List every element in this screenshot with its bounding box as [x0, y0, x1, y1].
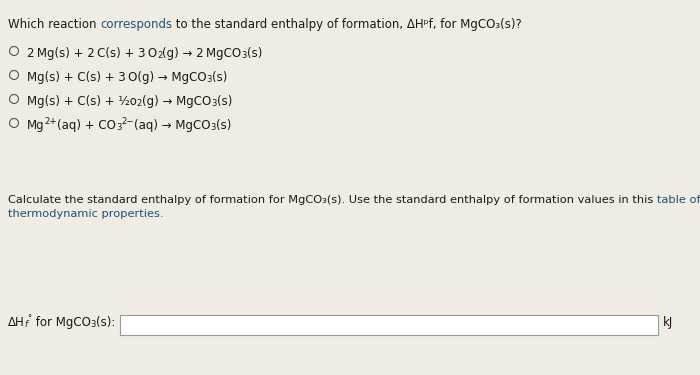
- Text: for MgCO: for MgCO: [32, 316, 91, 329]
- Text: kJ: kJ: [663, 316, 673, 329]
- Text: 3: 3: [206, 75, 212, 84]
- Text: 3: 3: [116, 123, 122, 132]
- Text: Mg(s) + C(s) + 3 O(g) → MgCO: Mg(s) + C(s) + 3 O(g) → MgCO: [27, 71, 207, 84]
- Text: (s):: (s):: [96, 316, 116, 329]
- Text: 3: 3: [91, 320, 96, 329]
- Text: thermodynamic properties.: thermodynamic properties.: [8, 209, 164, 219]
- Text: 3: 3: [211, 123, 216, 132]
- Text: 3: 3: [211, 99, 217, 108]
- Text: (s): (s): [212, 71, 228, 84]
- Text: 2: 2: [157, 51, 162, 60]
- Text: to the standard enthalpy of formation, ΔHᵖf, for MgCO₃(s)?: to the standard enthalpy of formation, Δ…: [172, 18, 522, 31]
- Text: Mg(s) + C(s) + ½o: Mg(s) + C(s) + ½o: [27, 95, 137, 108]
- Text: 3: 3: [241, 51, 247, 60]
- Text: (g) → 2 MgCO: (g) → 2 MgCO: [162, 47, 242, 60]
- Text: (aq) + CO: (aq) + CO: [57, 119, 116, 132]
- Text: table of: table of: [657, 195, 700, 205]
- Text: 2+: 2+: [45, 117, 57, 126]
- Text: (s): (s): [247, 47, 262, 60]
- Text: Mg: Mg: [27, 119, 45, 132]
- FancyBboxPatch shape: [120, 315, 658, 335]
- Text: (s): (s): [216, 119, 231, 132]
- Text: corresponds: corresponds: [100, 18, 172, 31]
- Text: (s): (s): [217, 95, 232, 108]
- Text: 2: 2: [137, 99, 142, 108]
- Text: ΔH: ΔH: [8, 316, 25, 329]
- Text: Calculate the standard enthalpy of formation for MgCO₃(s). Use the standard enth: Calculate the standard enthalpy of forma…: [8, 195, 657, 205]
- Text: 2 Mg(s) + 2 C(s) + 3 O: 2 Mg(s) + 2 C(s) + 3 O: [27, 47, 157, 60]
- Text: (g) → MgCO: (g) → MgCO: [142, 95, 211, 108]
- Text: 2−: 2−: [122, 117, 134, 126]
- Text: Which reaction: Which reaction: [8, 18, 100, 31]
- Text: °: °: [28, 314, 32, 323]
- Text: (aq) → MgCO: (aq) → MgCO: [134, 119, 211, 132]
- Text: f: f: [25, 320, 28, 329]
